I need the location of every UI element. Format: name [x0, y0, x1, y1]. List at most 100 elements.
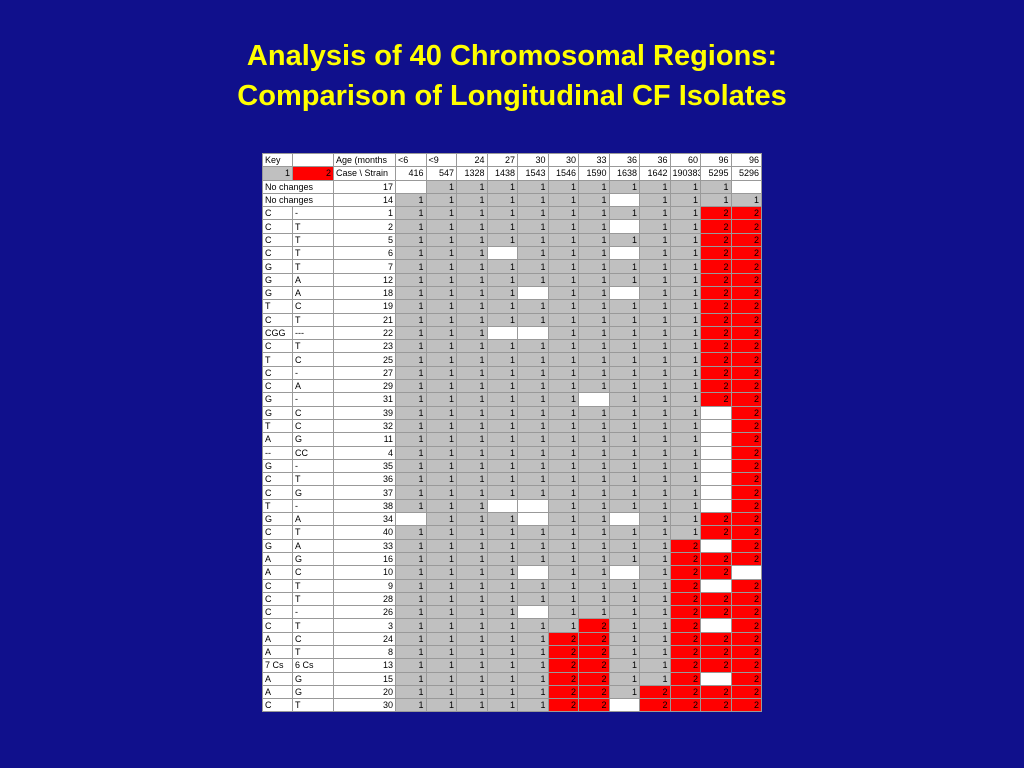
state-cell: 2	[700, 246, 732, 261]
state-cell: 1	[669, 432, 701, 447]
state-cell: 1	[547, 472, 579, 487]
state-cell: 1	[608, 432, 640, 447]
region-id: 29	[333, 379, 396, 394]
allele-to: A	[292, 379, 334, 394]
state-cell	[700, 538, 732, 553]
table-row: T C 19 1 1 1 1 1 1 1 1 1 1 2 2	[262, 299, 762, 314]
allele-to: C	[292, 631, 334, 646]
state-cell: 1	[456, 671, 488, 686]
table-row: G A 12 1 1 1 1 1 1 1 1 1 1 2 2	[262, 272, 762, 287]
state-cell: 1	[639, 259, 671, 274]
state-cell: 1	[456, 418, 488, 434]
allele-to: A	[292, 285, 334, 301]
state-cell: 2	[700, 684, 732, 700]
age-cell: 96	[730, 152, 762, 168]
state-cell: 1	[456, 432, 488, 447]
state-cell: 2	[730, 618, 762, 633]
state-cell: 2	[730, 525, 762, 540]
state-cell: 1	[456, 312, 488, 327]
table-row: No changes 17 1 1 1 1 1 1 1 1 1 1	[262, 179, 762, 194]
state-cell: 2	[730, 405, 762, 420]
state-cell: 1	[608, 538, 640, 553]
state-cell: 2	[730, 299, 762, 314]
state-cell: 1	[425, 192, 457, 208]
state-cell: 1	[608, 179, 640, 194]
state-cell: 1	[669, 418, 701, 434]
state-cell: 1	[456, 512, 488, 527]
state-cell	[486, 246, 518, 261]
state-cell: 1	[547, 312, 579, 327]
state-cell: 1	[486, 631, 518, 646]
state-cell: 2	[578, 618, 610, 633]
strain-cell: 1638	[608, 166, 640, 181]
state-cell: 1	[486, 432, 518, 447]
state-cell: 2	[730, 684, 762, 700]
state-cell: 1	[395, 352, 427, 367]
state-cell: 1	[456, 698, 488, 713]
table-row: A G 15 1 1 1 1 1 2 2 1 1 2 2	[262, 671, 762, 686]
allele-to: C	[292, 405, 334, 420]
state-cell: 1	[456, 618, 488, 633]
state-cell: 1	[608, 644, 640, 660]
state-cell: 1	[425, 591, 457, 607]
age-label: Age (months	[333, 152, 396, 168]
allele-to: T	[292, 698, 334, 713]
state-cell	[395, 512, 427, 527]
state-cell: 1	[456, 325, 488, 341]
allele-to: -	[292, 206, 334, 221]
state-cell	[700, 458, 732, 474]
state-cell: 1	[547, 618, 579, 633]
state-cell: 1	[578, 179, 610, 194]
state-cell: 1	[639, 512, 671, 527]
state-cell: 1	[608, 591, 640, 607]
state-cell: 1	[578, 472, 610, 487]
region-id: 12	[333, 272, 396, 287]
allele-from: C	[262, 219, 293, 234]
table-row: 1 2 Case \ Strain 416 547 1328 1438 1543 1546 159…	[262, 166, 762, 181]
state-cell: 1	[639, 631, 671, 646]
state-cell	[517, 285, 549, 301]
state-cell: 1	[608, 631, 640, 646]
allele-from: C	[262, 312, 293, 327]
state-cell: 1	[669, 392, 701, 407]
state-cell: 1	[486, 671, 518, 686]
state-cell: 1	[517, 352, 549, 367]
state-cell: 1	[395, 578, 427, 593]
state-cell: 1	[669, 379, 701, 394]
state-cell: 1	[547, 352, 579, 367]
allele-to: ---	[292, 325, 334, 341]
table-row: A G 11 1 1 1 1 1 1 1 1 1 1 2	[262, 432, 762, 447]
state-cell: 1	[669, 352, 701, 367]
state-cell: 2	[730, 498, 762, 514]
allele-from: C	[262, 472, 293, 487]
allele-from: A	[262, 432, 293, 447]
state-cell: 1	[395, 684, 427, 700]
state-cell: 2	[700, 392, 732, 407]
state-cell: 1	[456, 259, 488, 274]
region-id: 27	[333, 365, 396, 381]
state-cell: 1	[517, 551, 549, 567]
state-cell: 1	[456, 365, 488, 381]
state-cell: 1	[547, 525, 579, 540]
table-row: C A 29 1 1 1 1 1 1 1 1 1 1 2 2	[262, 379, 762, 394]
state-cell: 1	[486, 206, 518, 221]
state-cell: 1	[517, 365, 549, 381]
table-row: A G 20 1 1 1 1 1 2 2 1 2 2 2 2	[262, 684, 762, 700]
state-cell: 1	[578, 312, 610, 327]
state-cell: 1	[608, 472, 640, 487]
table-row: C G 37 1 1 1 1 1 1 1 1 1 1 2	[262, 485, 762, 500]
state-cell: 1	[456, 272, 488, 287]
state-cell: 2	[730, 219, 762, 234]
state-cell: 1	[517, 525, 549, 540]
state-cell: 2	[669, 578, 701, 593]
table-row: A G 16 1 1 1 1 1 1 1 1 1 2 2 2	[262, 551, 762, 567]
region-id: 23	[333, 339, 396, 354]
state-cell: 2	[700, 352, 732, 367]
allele-to: T	[292, 339, 334, 354]
state-cell: 2	[669, 605, 701, 620]
region-id: 34	[333, 512, 396, 527]
region-id: 14	[333, 192, 396, 208]
allele-from: G	[262, 272, 293, 287]
